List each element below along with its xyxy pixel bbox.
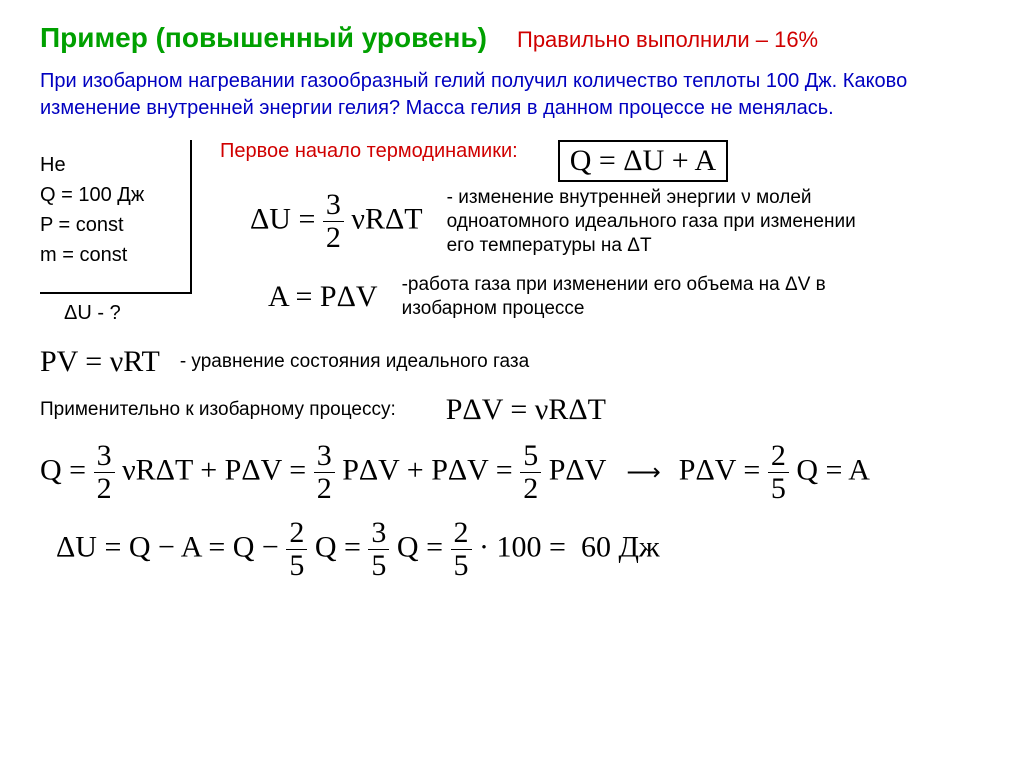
ideal-gas-formula: PV = νRT — [40, 345, 160, 379]
isobar-relation: PΔV = νRΔT — [446, 393, 606, 427]
given-line: He — [40, 150, 190, 180]
arrow-icon: ⟶ — [626, 458, 658, 487]
success-stat: Правильно выполнили – 16% — [517, 27, 818, 53]
answer-value: 60 Дж — [581, 530, 660, 563]
ideal-gas-desc: - уравнение состояния идеального газа — [180, 350, 529, 374]
delta-u-desc: - изменение внутренней энергии ν молей о… — [447, 186, 887, 257]
find-line: ΔU - ? — [64, 298, 190, 328]
apply-label: Применительно к изобарному процессу: — [40, 398, 396, 422]
delta-u-formula: ΔU = 32 νRΔT — [250, 190, 423, 253]
slide-title: Пример (повышенный уровень) — [40, 22, 487, 54]
problem-statement: При изобарном нагревании газообразный ге… — [40, 68, 984, 122]
given-line: P = const — [40, 210, 190, 240]
work-formula: A = PΔV — [268, 280, 378, 314]
pdv-result: PΔV = 25 Q = A — [679, 441, 870, 504]
first-law-label: Первое начало термодинамики: — [220, 140, 518, 163]
q-derivation: Q = 32 νRΔT + PΔV = 32 PΔV + PΔV = 52 PΔ… — [40, 441, 606, 504]
first-law-formula: Q = ΔU + A — [558, 140, 728, 182]
given-data: He Q = 100 Дж P = const m = const ΔU - ? — [40, 140, 190, 328]
given-line: m = const — [40, 240, 190, 270]
final-answer: ΔU = Q − A = Q − 25 Q = 35 Q = 25 · 100 … — [56, 518, 660, 581]
given-line: Q = 100 Дж — [40, 180, 190, 210]
work-desc: -работа газа при изменении его объема на… — [402, 273, 882, 321]
